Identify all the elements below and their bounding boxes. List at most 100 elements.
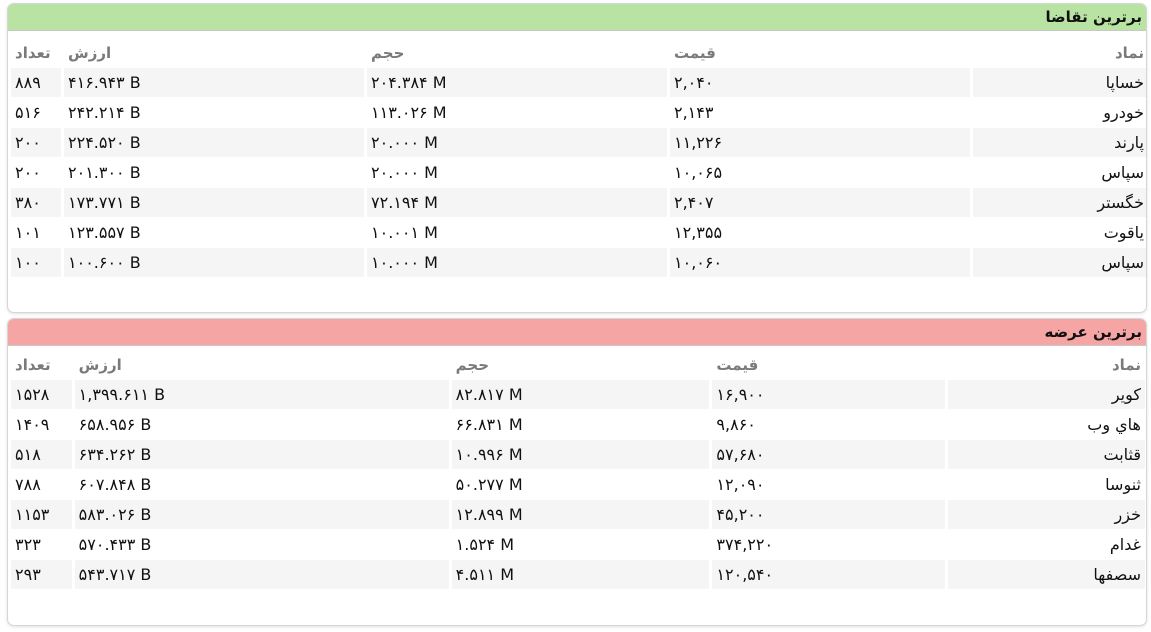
column-header-volume: حجم — [455, 355, 490, 374]
value-cell: ۶۵۸.۹۵۶ B — [74, 410, 449, 439]
count-cell: ۱۱۵۳ — [11, 500, 72, 529]
value-cell: ۵۷۰.۴۳۳ B — [74, 530, 449, 559]
value-cell: ۱۷۳.۷۷۱ B — [64, 188, 364, 217]
count-cell: ۱۰۱ — [11, 218, 61, 247]
top-demand-title: برترین تقاضا — [8, 4, 1146, 31]
symbol-cell[interactable]: خزر — [947, 500, 1145, 529]
table-row[interactable]: ثنوسا ۱۲,۰۹۰ ۵۰.۲۷۷ M ۶۰۷.۸۴۸ B ۷۸۸ — [11, 470, 1145, 499]
count-cell: ۵۱۸ — [11, 440, 72, 469]
volume-cell: ۱۲.۸۹۹ M — [451, 500, 710, 529]
count-cell: ۳۸۰ — [11, 188, 61, 217]
column-header-price: قیمت — [716, 355, 759, 374]
price-cell: ۳۷۴,۲۲۰ — [712, 530, 945, 559]
top-demand-table: نماد قیمت حجم ارزش تعداد خساپا ۲,۰۴۰ ۲۰۴… — [8, 37, 1146, 278]
value-cell: ۶۰۷.۸۴۸ B — [74, 470, 449, 499]
symbol-cell[interactable]: یاقوت — [973, 218, 1146, 247]
symbol-cell[interactable]: خساپا — [973, 68, 1146, 97]
volume-cell: ۵۰.۲۷۷ M — [451, 470, 710, 499]
column-header-symbol: نماد — [1111, 355, 1141, 374]
top-demand-panel: برترین تقاضا نماد قیمت حجم ارزش تعداد خس… — [7, 3, 1147, 313]
top-supply-panel: برترین عرضه نماد قیمت حجم ارزش تعداد کوی… — [7, 318, 1147, 626]
value-cell: ۱۰۰.۶۰۰ B — [64, 248, 364, 277]
value-cell: ۲۴۲.۲۱۴ B — [64, 98, 364, 127]
value-cell: ۵۴۳.۷۱۷ B — [74, 560, 449, 589]
volume-cell: ۴.۵۱۱ M — [451, 560, 710, 589]
table-row[interactable]: کویر ۱۶,۹۰۰ ۸۲.۸۱۷ M ۱,۳۹۹.۶۱۱ B ۱۵۲۸ — [11, 380, 1145, 409]
symbol-cell[interactable]: خودرو — [973, 98, 1146, 127]
price-cell: ۱۰,۰۶۰ — [670, 248, 970, 277]
table-row[interactable]: هاي وب ۹,۸۶۰ ۶۶.۸۳۱ M ۶۵۸.۹۵۶ B ۱۴۰۹ — [11, 410, 1145, 439]
column-header-count: تعداد — [15, 355, 51, 374]
volume-cell: ۸۲.۸۱۷ M — [451, 380, 710, 409]
count-cell: ۵۱۶ — [11, 98, 61, 127]
count-cell: ۷۸۸ — [11, 470, 72, 499]
value-cell: ۵۸۳.۰۲۶ B — [74, 500, 449, 529]
count-cell: ۱۵۲۸ — [11, 380, 72, 409]
price-cell: ۱۶,۹۰۰ — [712, 380, 945, 409]
volume-cell: ۱۰.۹۹۶ M — [451, 440, 710, 469]
table-row[interactable]: سپاس ۱۰,۰۶۵ ۲۰.۰۰۰ M ۲۰۱.۳۰۰ B ۲۰۰ — [11, 158, 1146, 187]
table-row[interactable]: یاقوت ۱۲,۳۵۵ ۱۰.۰۰۱ M ۱۲۳.۵۵۷ B ۱۰۱ — [11, 218, 1146, 247]
top-supply-table: نماد قیمت حجم ارزش تعداد کویر ۱۶,۹۰۰ ۸۲.… — [8, 349, 1146, 590]
count-cell: ۲۰۰ — [11, 158, 61, 187]
symbol-cell[interactable]: سصفها — [947, 560, 1145, 589]
price-cell: ۱۲۰,۵۴۰ — [712, 560, 945, 589]
value-cell: ۶۳۴.۲۶۲ B — [74, 440, 449, 469]
table-row[interactable]: قثابت ۵۷,۶۸۰ ۱۰.۹۹۶ M ۶۳۴.۲۶۲ B ۵۱۸ — [11, 440, 1145, 469]
column-header-price: قیمت — [674, 43, 716, 62]
count-cell: ۸۸۹ — [11, 68, 61, 97]
price-cell: ۹,۸۶۰ — [712, 410, 945, 439]
column-header-value: ارزش — [78, 355, 122, 374]
price-cell: ۲,۴۰۷ — [670, 188, 970, 217]
price-cell: ۲,۰۴۰ — [670, 68, 970, 97]
value-cell: ۱۲۳.۵۵۷ B — [64, 218, 364, 247]
table-row[interactable]: پارند ۱۱,۲۲۶ ۲۰.۰۰۰ M ۲۲۴.۵۲۰ B ۲۰۰ — [11, 128, 1146, 157]
volume-cell: ۲۰.۰۰۰ M — [367, 128, 667, 157]
value-cell: ۲۲۴.۵۲۰ B — [64, 128, 364, 157]
column-header-count: تعداد — [15, 43, 51, 62]
price-cell: ۱۰,۰۶۵ — [670, 158, 970, 187]
table-row[interactable]: غدام ۳۷۴,۲۲۰ ۱.۵۲۴ M ۵۷۰.۴۳۳ B ۳۲۳ — [11, 530, 1145, 559]
price-cell: ۱۱,۲۲۶ — [670, 128, 970, 157]
volume-cell: ۶۶.۸۳۱ M — [451, 410, 710, 439]
column-header-volume: حجم — [371, 43, 405, 62]
column-header-symbol: نماد — [1114, 43, 1144, 62]
count-cell: ۱۴۰۹ — [11, 410, 72, 439]
volume-cell: ۱.۵۲۴ M — [451, 530, 710, 559]
price-cell: ۴۵,۲۰۰ — [712, 500, 945, 529]
table-header-row: نماد قیمت حجم ارزش تعداد — [11, 38, 1146, 67]
volume-cell: ۱۱۳.۰۲۶ M — [367, 98, 667, 127]
column-header-value: ارزش — [68, 43, 112, 62]
symbol-cell[interactable]: سپاس — [973, 248, 1146, 277]
price-cell: ۱۲,۳۵۵ — [670, 218, 970, 247]
value-cell: ۴۱۶.۹۴۳ B — [64, 68, 364, 97]
price-cell: ۱۲,۰۹۰ — [712, 470, 945, 499]
volume-cell: ۱۰.۰۰۰ M — [367, 248, 667, 277]
count-cell: ۳۲۳ — [11, 530, 72, 559]
symbol-cell[interactable]: کویر — [947, 380, 1145, 409]
symbol-cell[interactable]: قثابت — [947, 440, 1145, 469]
table-row[interactable]: سصفها ۱۲۰,۵۴۰ ۴.۵۱۱ M ۵۴۳.۷۱۷ B ۲۹۳ — [11, 560, 1145, 589]
symbol-cell[interactable]: سپاس — [973, 158, 1146, 187]
table-row[interactable]: خزر ۴۵,۲۰۰ ۱۲.۸۹۹ M ۵۸۳.۰۲۶ B ۱۱۵۳ — [11, 500, 1145, 529]
top-supply-title: برترین عرضه — [8, 319, 1146, 346]
table-row[interactable]: خودرو ۲,۱۴۳ ۱۱۳.۰۲۶ M ۲۴۲.۲۱۴ B ۵۱۶ — [11, 98, 1146, 127]
symbol-cell[interactable]: غدام — [947, 530, 1145, 559]
count-cell: ۲۰۰ — [11, 128, 61, 157]
volume-cell: ۱۰.۰۰۱ M — [367, 218, 667, 247]
volume-cell: ۲۰۴.۳۸۴ M — [367, 68, 667, 97]
volume-cell: ۲۰.۰۰۰ M — [367, 158, 667, 187]
volume-cell: ۷۲.۱۹۴ M — [367, 188, 667, 217]
price-cell: ۲,۱۴۳ — [670, 98, 970, 127]
table-row[interactable]: خساپا ۲,۰۴۰ ۲۰۴.۳۸۴ M ۴۱۶.۹۴۳ B ۸۸۹ — [11, 68, 1146, 97]
symbol-cell[interactable]: خگستر — [973, 188, 1146, 217]
table-row[interactable]: سپاس ۱۰,۰۶۰ ۱۰.۰۰۰ M ۱۰۰.۶۰۰ B ۱۰۰ — [11, 248, 1146, 277]
count-cell: ۱۰۰ — [11, 248, 61, 277]
count-cell: ۲۹۳ — [11, 560, 72, 589]
value-cell: ۱,۳۹۹.۶۱۱ B — [74, 380, 449, 409]
symbol-cell[interactable]: پارند — [973, 128, 1146, 157]
table-row[interactable]: خگستر ۲,۴۰۷ ۷۲.۱۹۴ M ۱۷۳.۷۷۱ B ۳۸۰ — [11, 188, 1146, 217]
symbol-cell[interactable]: ثنوسا — [947, 470, 1145, 499]
symbol-cell[interactable]: هاي وب — [947, 410, 1145, 439]
value-cell: ۲۰۱.۳۰۰ B — [64, 158, 364, 187]
